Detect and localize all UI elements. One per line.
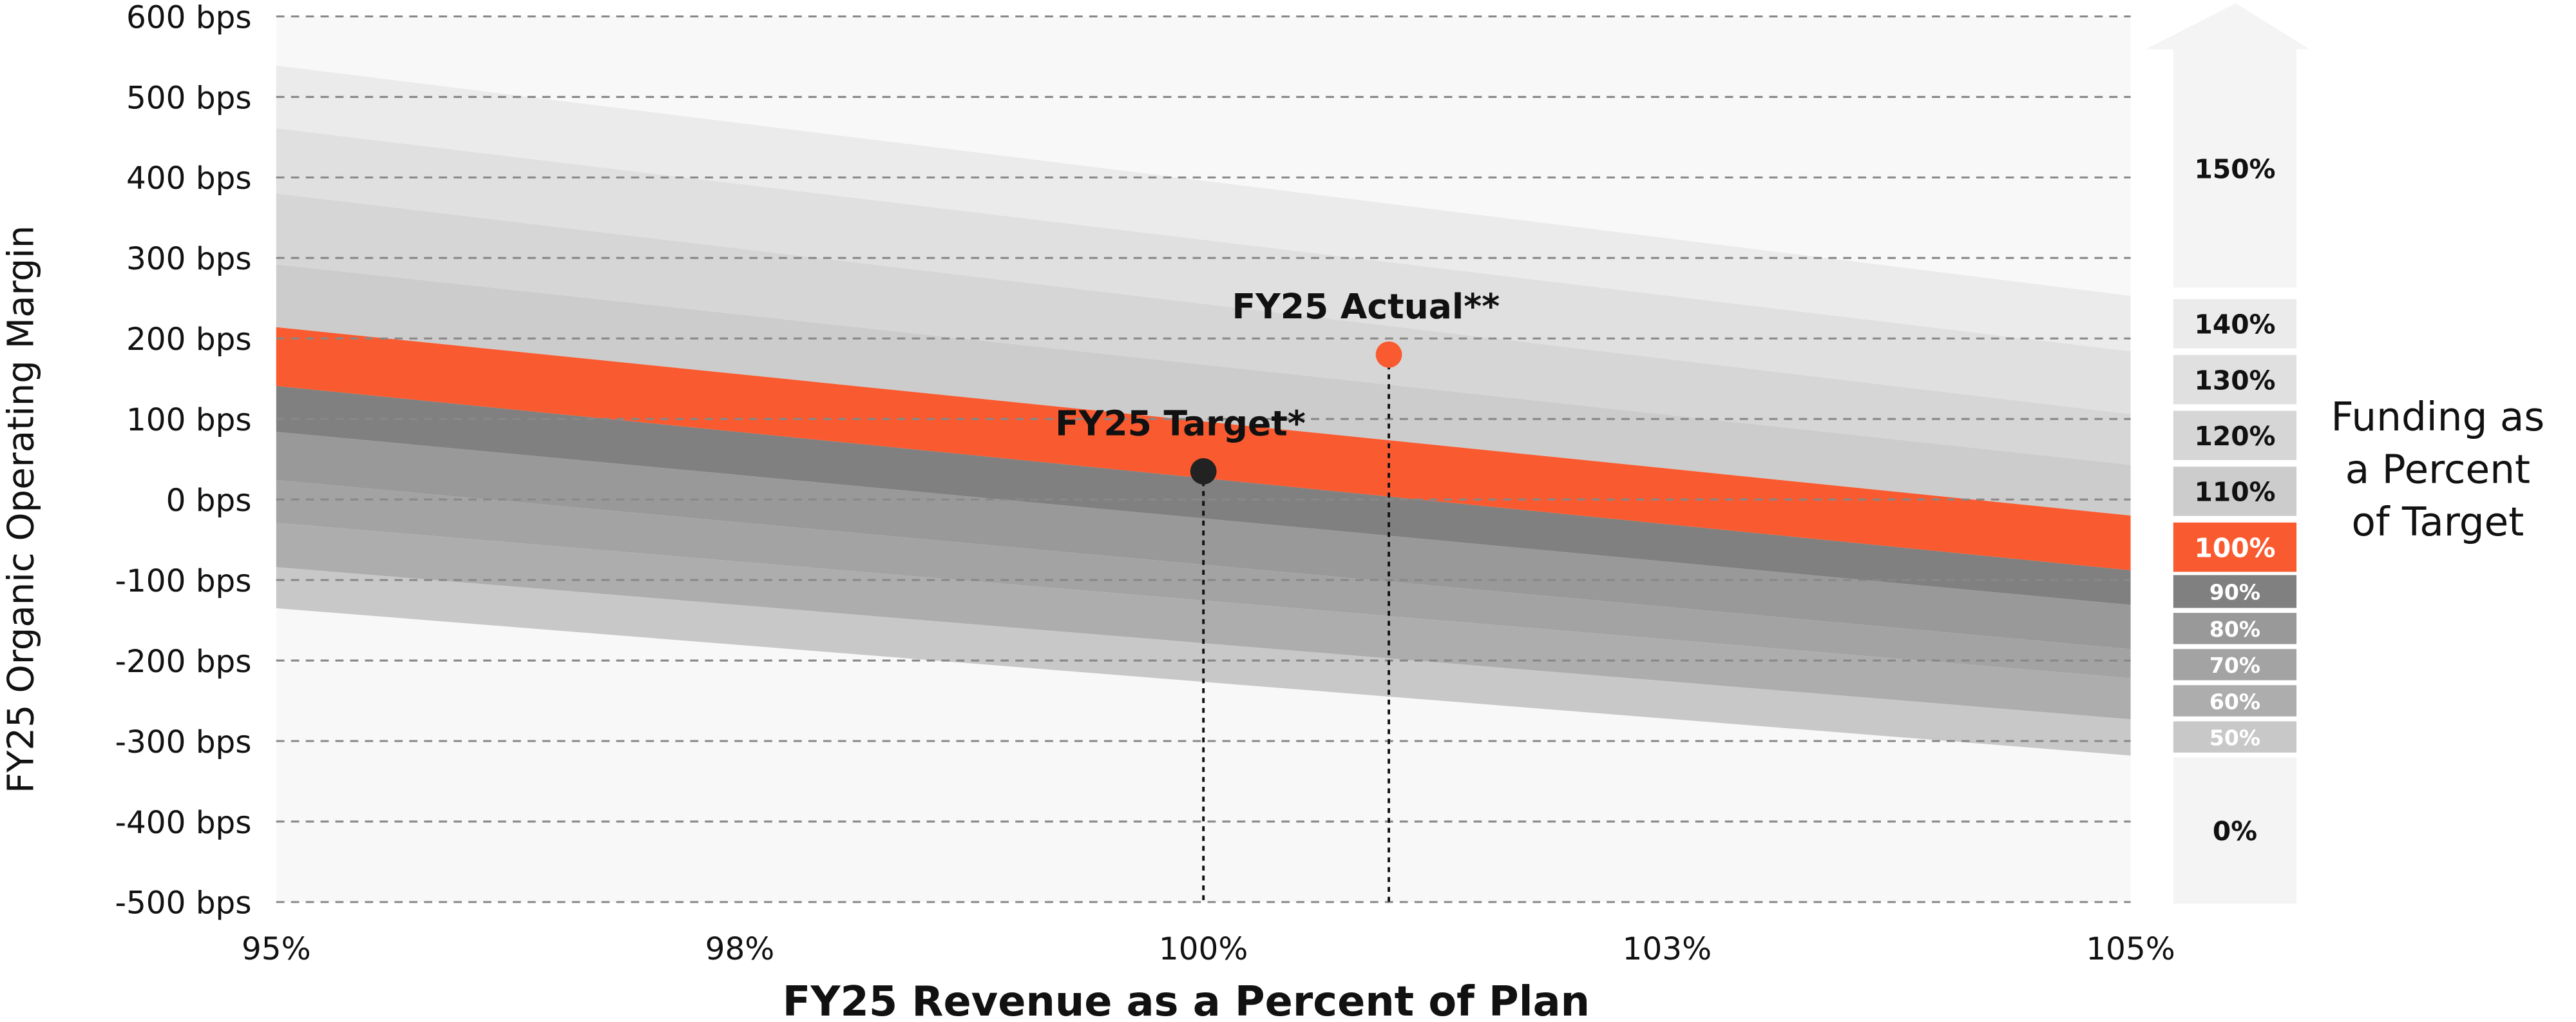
data-point bbox=[1190, 458, 1217, 485]
band-140% bbox=[276, 65, 2131, 352]
legend-box-100% bbox=[2173, 522, 2297, 572]
point-label: FY25 Target* bbox=[1055, 403, 1306, 443]
y-tick-label: -500 bps bbox=[115, 885, 251, 921]
legend-label: 90% bbox=[2209, 580, 2260, 605]
y-tick-label: -400 bps bbox=[115, 805, 251, 841]
y-tick-label: 300 bps bbox=[126, 241, 252, 277]
band-130% bbox=[276, 128, 2131, 414]
legend-box-90% bbox=[2173, 575, 2297, 608]
band-110% bbox=[276, 264, 2131, 516]
band-70% bbox=[276, 480, 2131, 679]
legend-label: 110% bbox=[2194, 477, 2275, 508]
legend-title: Funding as bbox=[2331, 394, 2545, 440]
y-tick-label: 400 bps bbox=[126, 160, 252, 197]
legend-box-120% bbox=[2173, 410, 2297, 460]
x-tick-label: 95% bbox=[242, 931, 311, 967]
x-axis-title: FY25 Revenue as a Percent of Plan bbox=[783, 978, 1590, 1022]
x-tick-label: 100% bbox=[1159, 931, 1248, 967]
legend-box-140% bbox=[2173, 299, 2297, 349]
legend-box-50% bbox=[2173, 721, 2297, 753]
x-axis-ticks: 95% 98% 100% 103% 105% bbox=[242, 931, 2175, 967]
legend-box-70% bbox=[2173, 649, 2297, 680]
legend-label: 80% bbox=[2209, 617, 2260, 642]
legend-label: 60% bbox=[2209, 689, 2260, 714]
legend-box-150% bbox=[2173, 49, 2297, 288]
y-axis-title: FY25 Organic Operating Margin bbox=[0, 226, 42, 793]
legend-label: 140% bbox=[2194, 309, 2275, 340]
legend-box-80% bbox=[2173, 613, 2297, 644]
legend-box-0% bbox=[2173, 757, 2297, 904]
legend-title: of Target bbox=[2352, 499, 2524, 545]
y-tick-label: 200 bps bbox=[126, 322, 252, 358]
legend-label: 120% bbox=[2194, 421, 2275, 452]
point-label: FY25 Actual** bbox=[1232, 286, 1500, 327]
legend-label: 150% bbox=[2194, 154, 2275, 185]
y-axis-ticks: 600 bps 500 bps 400 bps 300 bps 200 bps 100 b… bbox=[115, 0, 251, 921]
legend-box-110% bbox=[2173, 467, 2297, 516]
x-tick-label: 103% bbox=[1623, 931, 1712, 967]
y-tick-label: -200 bps bbox=[115, 644, 251, 680]
data-points: FY25 Target* FY25 Actual** bbox=[1055, 286, 1500, 902]
data-point bbox=[1375, 341, 1402, 368]
y-tick-label: -100 bps bbox=[115, 563, 251, 599]
y-tick-label: 100 bps bbox=[126, 402, 252, 438]
legend-label: 0% bbox=[2213, 816, 2257, 847]
arrow-up-icon bbox=[2145, 3, 2310, 50]
band-100% bbox=[276, 327, 2131, 571]
funding-legend: 150% 140% 130% 120% 110% 100% 90% 80% 70% 60% 50% 0… bbox=[2145, 3, 2545, 904]
band-120% bbox=[276, 193, 2131, 465]
x-tick-label: 105% bbox=[2086, 931, 2175, 967]
legend-label: 130% bbox=[2194, 365, 2275, 396]
legend-label: 70% bbox=[2209, 653, 2260, 678]
y-tick-label: -300 bps bbox=[115, 724, 251, 760]
y-tick-label: 0 bps bbox=[166, 483, 252, 519]
y-tick-label: 600 bps bbox=[126, 0, 252, 35]
legend-box-130% bbox=[2173, 354, 2297, 405]
legend-label: 50% bbox=[2209, 725, 2260, 750]
legend-box-60% bbox=[2173, 685, 2297, 717]
x-tick-label: 98% bbox=[705, 931, 775, 967]
legend-label: 100% bbox=[2194, 532, 2275, 563]
gridlines bbox=[276, 15, 2131, 903]
legend-title: a Percent bbox=[2345, 447, 2530, 493]
y-tick-label: 500 bps bbox=[126, 80, 252, 116]
